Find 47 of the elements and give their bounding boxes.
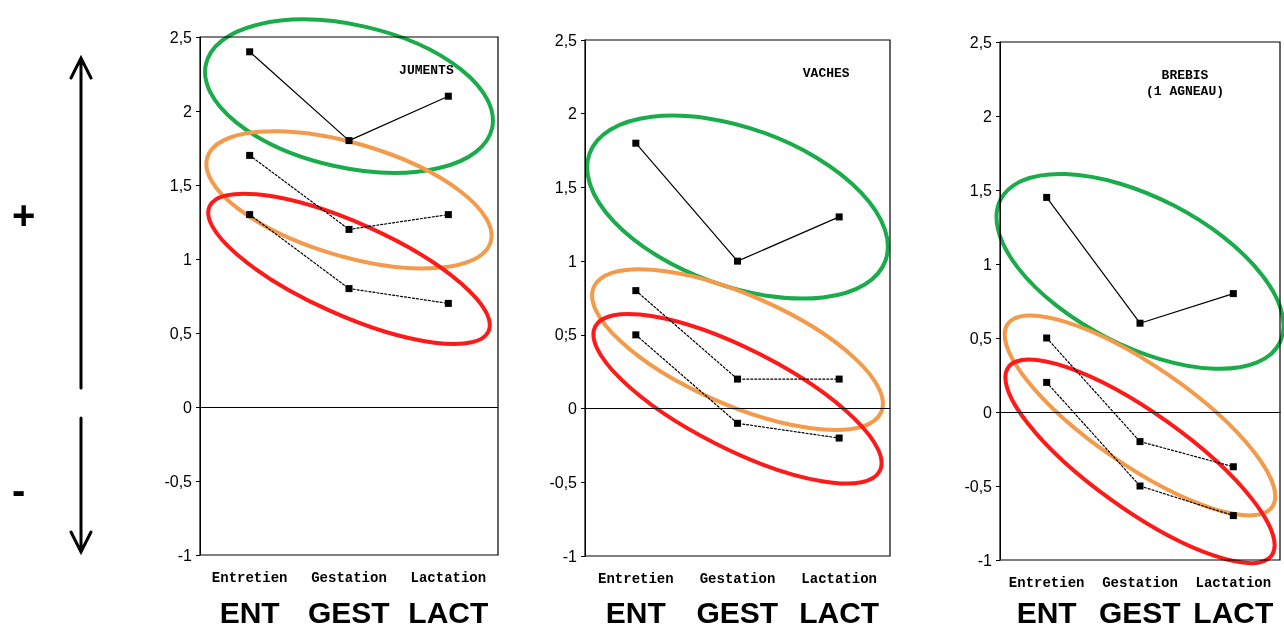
y-tick-label: -1 [177,546,193,564]
text: GEST [1099,596,1181,629]
y-tick-label: 1,5 [554,178,578,196]
y-tick-label: 0,5 [969,329,993,347]
x-tick-label: Lactation [801,571,877,587]
y-tick-label: -1 [562,547,578,565]
y-tick-label: 0,5 [169,324,193,342]
y-tick-label: 1 [983,255,993,273]
y-tick-label: 0 [983,403,993,421]
x-tick-label: Gestation [699,571,776,587]
text: VACHES [802,65,850,81]
y-tick-label: 2 [568,105,578,123]
y-tick-label: 1,5 [169,176,193,194]
text: LACT [799,596,880,629]
y-tick-label: 2 [983,107,993,125]
x-tick-label: Lactation [410,570,487,586]
text: GEST [308,596,390,629]
y-tick-label: 0;5 [554,326,578,344]
y-tick-label: 0 [568,400,578,418]
x-tick-label: Gestation [1102,575,1178,591]
text: - [12,468,26,512]
x-tick-label: Entretien [211,570,288,586]
x-tick-label: Gestation [311,570,387,586]
text: ENT [1016,596,1077,629]
x-tick-label: Entretien [1008,575,1085,591]
y-tick-label: 2,5 [969,33,993,51]
text: + [12,193,36,237]
text: LACT [408,596,489,629]
y-tick-label: -0,5 [549,473,578,491]
y-tick-label: 1 [183,250,193,268]
y-tick-label: -0,5 [964,477,993,495]
text: BREBIS (1 AGNEAU) [1145,67,1224,99]
x-tick-label: Lactation [1195,575,1272,591]
y-tick-label: -0,5 [164,472,193,490]
text: LACT [1193,596,1274,629]
text: ENT [605,596,666,629]
y-tick-label: 0 [183,398,193,416]
y-tick-label: 2,5 [554,31,578,49]
text: ENT [219,596,280,629]
text: JUMENTS [399,62,454,78]
x-tick-label: Entretien [598,571,674,587]
y-tick-label: 1 [568,252,578,270]
y-tick-label: -1 [977,551,993,569]
y-tick-label: 2,5 [169,28,193,46]
y-tick-label: 2 [183,102,193,120]
y-tick-label: 1,5 [969,181,993,199]
text: GEST [696,596,779,629]
